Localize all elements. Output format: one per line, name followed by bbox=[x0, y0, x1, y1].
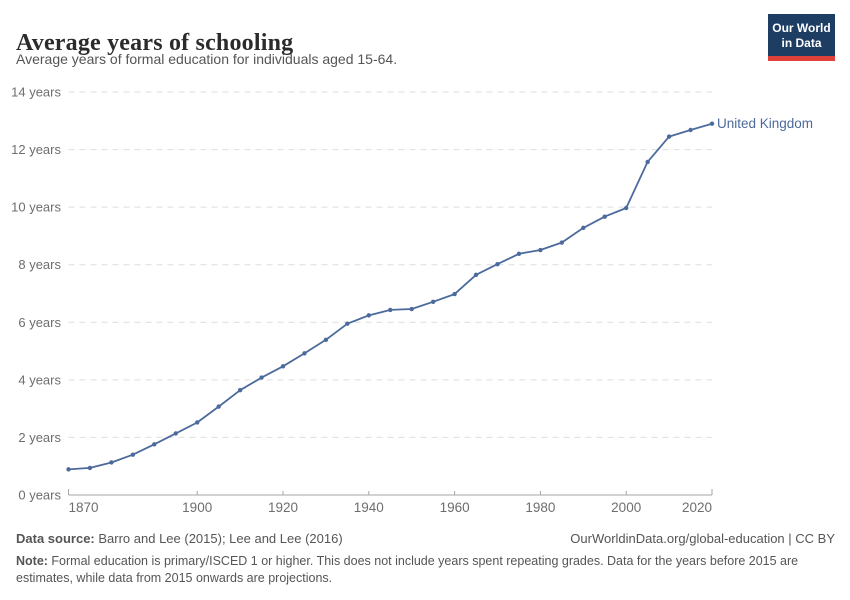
y-axis-tick-label: 4 years bbox=[18, 372, 61, 387]
x-axis-tick-label: 2000 bbox=[611, 500, 641, 515]
data-point[interactable] bbox=[259, 375, 264, 380]
data-point[interactable] bbox=[688, 127, 693, 133]
y-axis-tick-label: 6 years bbox=[18, 315, 61, 330]
data-source-line: Data source: Barro and Lee (2015); Lee a… bbox=[16, 531, 343, 546]
data-point[interactable] bbox=[345, 321, 350, 326]
data-point[interactable] bbox=[280, 364, 286, 369]
data-point[interactable] bbox=[624, 205, 629, 211]
data-point[interactable] bbox=[538, 247, 543, 253]
data-point[interactable] bbox=[388, 307, 393, 313]
license-link[interactable]: OurWorldinData.org/global-education | CC… bbox=[570, 531, 835, 546]
x-axis-tick-label: 1900 bbox=[182, 500, 212, 515]
data-point[interactable] bbox=[645, 159, 650, 165]
x-axis-tick-label: 1980 bbox=[525, 500, 555, 515]
y-axis-tick-label: 8 years bbox=[18, 257, 61, 272]
data-point[interactable] bbox=[581, 225, 586, 231]
owid-logo-line1: Our World bbox=[772, 21, 831, 35]
data-point[interactable] bbox=[323, 337, 329, 343]
data-point[interactable] bbox=[173, 431, 178, 436]
data-source-label: Data source: bbox=[16, 531, 95, 546]
chart-note: Note: Formal education is primary/ISCED … bbox=[16, 553, 828, 587]
line-chart: 0 years 2 years 4 years 6 years 8 years 10 ye… bbox=[11, 85, 813, 515]
data-point[interactable] bbox=[130, 452, 136, 457]
data-point[interactable] bbox=[709, 121, 715, 126]
data-source-text: Barro and Lee (2015); Lee and Lee (2016) bbox=[94, 531, 343, 546]
note-label: Note: bbox=[16, 554, 48, 568]
series-line[interactable] bbox=[68, 122, 713, 471]
data-point[interactable] bbox=[430, 299, 436, 305]
owid-logo-line2: in Data bbox=[781, 36, 822, 50]
y-axis-tick-label: 10 years bbox=[11, 200, 61, 215]
y-axis-tick-label: 0 years bbox=[18, 488, 61, 503]
data-point[interactable] bbox=[452, 291, 457, 297]
data-point[interactable] bbox=[666, 134, 672, 139]
data-point[interactable] bbox=[237, 388, 243, 393]
x-axis-tick-label: 2020 bbox=[682, 500, 712, 515]
data-point[interactable] bbox=[409, 306, 414, 312]
data-point[interactable] bbox=[109, 460, 114, 465]
y-axis-tick-label: 2 years bbox=[18, 430, 61, 445]
data-point[interactable] bbox=[302, 351, 307, 356]
data-point[interactable] bbox=[152, 442, 157, 447]
chart-subtitle: Average years of formal education for in… bbox=[16, 51, 398, 67]
data-point[interactable] bbox=[216, 404, 221, 409]
data-point[interactable] bbox=[602, 214, 607, 219]
data-point[interactable] bbox=[516, 251, 522, 256]
y-axis-tick-label: 12 years bbox=[11, 142, 61, 157]
x-axis-tick-label: 1940 bbox=[354, 500, 384, 515]
data-point[interactable] bbox=[473, 272, 479, 277]
data-point[interactable] bbox=[66, 467, 71, 472]
data-point[interactable] bbox=[495, 261, 500, 267]
data-point[interactable] bbox=[366, 313, 371, 318]
owid-logo[interactable]: Our World in Data bbox=[768, 14, 835, 61]
x-axis-tick-label: 1920 bbox=[268, 500, 298, 515]
y-axis-tick-label: 14 years bbox=[11, 85, 61, 100]
data-point[interactable] bbox=[195, 420, 200, 425]
data-point[interactable] bbox=[559, 240, 565, 245]
data-point[interactable] bbox=[87, 465, 93, 471]
series-label[interactable]: United Kingdom bbox=[717, 116, 813, 131]
x-axis-tick-label: 1870 bbox=[69, 500, 99, 515]
x-axis-tick-label: 1960 bbox=[440, 500, 470, 515]
note-text: Formal education is primary/ISCED 1 or h… bbox=[16, 554, 799, 585]
chart-title: Average years of schooling bbox=[16, 30, 294, 57]
